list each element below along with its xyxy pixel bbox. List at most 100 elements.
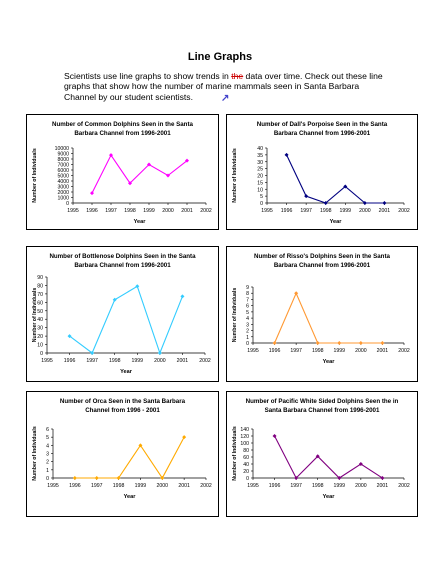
x-tick-label: 1996 (281, 208, 293, 214)
y-tick-label: 6 (46, 427, 49, 433)
data-point-marker (294, 476, 299, 480)
x-axis-label: Year (323, 494, 336, 500)
x-tick-label: 1998 (312, 348, 324, 354)
chart-orca: Number of Orca Seen in the Santa Barbara… (26, 391, 219, 517)
series-line (286, 154, 385, 204)
y-tick-label: 40 (243, 462, 249, 468)
data-point-marker (116, 476, 121, 480)
x-tick-label: 2002 (398, 208, 410, 214)
data-point-marker (343, 184, 348, 189)
x-tick-label: 2001 (379, 208, 391, 214)
series-line (74, 436, 185, 480)
x-tick-label: 1997 (300, 208, 312, 214)
text-cursor-icon: ↗ (221, 93, 230, 104)
data-point-marker (72, 476, 77, 480)
y-tick-label: 1 (46, 468, 49, 474)
x-tick-label: 1995 (41, 358, 53, 364)
y-tick-label: 5 (246, 310, 249, 316)
chart-title-line: Barbara Channel from 1996-2001 (274, 130, 371, 137)
y-tick-label: 5000 (57, 174, 69, 180)
y-tick-label: 30 (37, 326, 43, 332)
y-tick-label: 0 (260, 201, 263, 207)
chart-title-line: Number of Dall's Porpoise Seen in the Sa… (257, 121, 388, 128)
chart-common-dolphins: Number of Common Dolphins Seen in the Sa… (26, 114, 219, 230)
chart-svg-5: Number of Pacific White Sided Dolphins S… (232, 398, 410, 500)
chart-svg-1: Number of Dall's Porpoise Seen in the Sa… (232, 121, 410, 225)
x-tick-label: 2001 (178, 483, 190, 489)
chart-title-line: Santa Barbara Channel from 1996-2001 (265, 407, 380, 414)
chart-title-line: Barbara Channel from 1996-2001 (274, 262, 371, 269)
data-point-marker (182, 435, 187, 440)
y-axis-label: Number of Individuals (232, 288, 238, 343)
data-point-marker (362, 201, 367, 205)
y-tick-label: 0 (46, 476, 49, 482)
x-tick-label: 2001 (377, 483, 389, 489)
y-tick-label: 35 (257, 153, 263, 159)
y-tick-label: 0 (246, 476, 249, 482)
y-tick-label: 10 (37, 343, 43, 349)
y-tick-label: 4000 (57, 179, 69, 185)
data-point-marker (382, 201, 387, 205)
x-tick-label: 2000 (162, 208, 174, 214)
y-tick-label: 0 (40, 351, 43, 357)
x-tick-label: 2001 (181, 208, 193, 214)
y-tick-label: 6000 (57, 168, 69, 174)
x-tick-label: 1995 (67, 208, 79, 214)
data-point-marker (272, 341, 277, 345)
x-tick-label: 1996 (86, 208, 98, 214)
data-point-marker (160, 476, 165, 480)
y-tick-label: 4 (246, 316, 249, 322)
y-tick-label: 6 (246, 304, 249, 310)
chart-svg-0: Number of Common Dolphins Seen in the Sa… (32, 121, 212, 225)
x-tick-label: 1997 (91, 483, 103, 489)
data-point-marker (315, 341, 320, 345)
x-tick-label: 2000 (359, 208, 371, 214)
y-tick-label: 60 (37, 300, 43, 306)
y-tick-label: 60 (243, 455, 249, 461)
y-axis-label: Number of Individuals (32, 426, 38, 481)
chart-svg-2: Number of Bottlenose Dolphins Seen in th… (32, 253, 211, 375)
x-tick-label: 2002 (200, 208, 212, 214)
y-tick-label: 20 (257, 174, 263, 180)
y-tick-label: 1000 (57, 196, 69, 202)
y-tick-label: 40 (257, 146, 263, 152)
chart-title-line: Number of Common Dolphins Seen in the Sa… (52, 121, 194, 128)
intro-text-before: Scientists use line graphs to show trend… (64, 71, 232, 81)
y-tick-label: 30 (257, 160, 263, 166)
y-tick-label: 140 (240, 427, 249, 433)
y-tick-label: 50 (37, 309, 43, 315)
y-axis-label: Number of Individuals (232, 426, 238, 481)
x-tick-label: 1998 (124, 208, 136, 214)
data-point-marker (157, 351, 162, 355)
y-tick-label: 4 (46, 443, 49, 449)
data-point-marker (112, 297, 117, 302)
y-tick-label: 10 (257, 187, 263, 193)
data-point-marker (337, 476, 342, 480)
x-tick-label: 1998 (312, 483, 324, 489)
chart-title-line: Channel from 1996 - 2001 (85, 407, 160, 414)
chart-title-line: Number of Risso's Dolphins Seen in the S… (254, 253, 390, 260)
y-axis-label: Number of Individuals (32, 288, 38, 343)
y-tick-label: 80 (243, 448, 249, 454)
x-axis-label: Year (330, 219, 343, 225)
series-line (274, 291, 383, 344)
x-tick-label: 2000 (355, 483, 367, 489)
x-tick-label: 1996 (64, 358, 76, 364)
data-point-marker (315, 454, 320, 459)
data-point-marker (94, 476, 99, 480)
data-point-marker (358, 462, 363, 466)
intro-text-after: data over time. Check out these line gra… (64, 71, 383, 102)
x-axis-label: Year (323, 359, 336, 365)
data-point-marker (109, 153, 113, 158)
y-tick-label: 90 (37, 275, 43, 281)
y-axis-label: Number of Individuals (32, 148, 38, 203)
y-tick-label: 2 (46, 460, 49, 466)
intro-paragraph: Scientists use line graphs to show trend… (64, 71, 384, 102)
y-axis-label: Number of Individuals (232, 148, 238, 203)
y-tick-label: 2000 (57, 190, 69, 196)
x-tick-label: 1996 (269, 483, 281, 489)
series-line (69, 285, 183, 355)
x-tick-label: 1998 (113, 483, 125, 489)
chart-rissos-dolphins: Number of Risso's Dolphins Seen in the S… (226, 246, 418, 382)
chart-svg-4: Number of Orca Seen in the Santa Barbara… (32, 398, 212, 500)
